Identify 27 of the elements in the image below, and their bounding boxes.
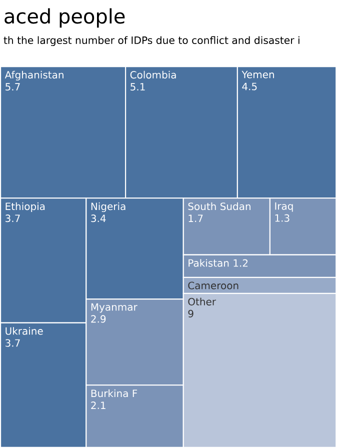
category-label: Afghanistan — [5, 70, 64, 80]
category-label: Iraq — [275, 202, 293, 212]
data-label: 9 — [188, 310, 194, 318]
data-label: 2.1 — [91, 402, 106, 409]
data-label: 5.1 — [130, 83, 145, 91]
data-label: 1.3 — [275, 214, 290, 222]
data-label: 1.7 — [188, 214, 203, 222]
category-label: Burkina F — [92, 389, 138, 398]
category-label: Ethiopia — [6, 202, 45, 212]
text: th the largest number of IDPs due to conflict and disaster i — [4, 36, 300, 46]
data-label: 3.7 — [6, 339, 20, 347]
category-label: Other — [188, 298, 216, 306]
data-label: 3.7 — [6, 214, 20, 222]
category-label: Colombia — [130, 70, 176, 79]
data-label: 2.9 — [91, 315, 106, 323]
category-label: Yemen — [242, 70, 274, 78]
data-label: 4.5 — [242, 82, 257, 90]
category-label: Nigeria — [92, 202, 126, 212]
category-label: South Sudan — [188, 202, 251, 210]
data-label: 1.2 — [234, 259, 248, 267]
text: aced people — [4, 8, 125, 28]
data-label: 3.4 — [91, 214, 106, 222]
category-label: Cameroon — [188, 282, 238, 290]
category-label: Myanmar — [92, 303, 138, 313]
category-label: Ukraine — [6, 327, 43, 335]
data-label: 5.7 — [6, 83, 20, 91]
category-label: Pakistan — [188, 259, 229, 267]
